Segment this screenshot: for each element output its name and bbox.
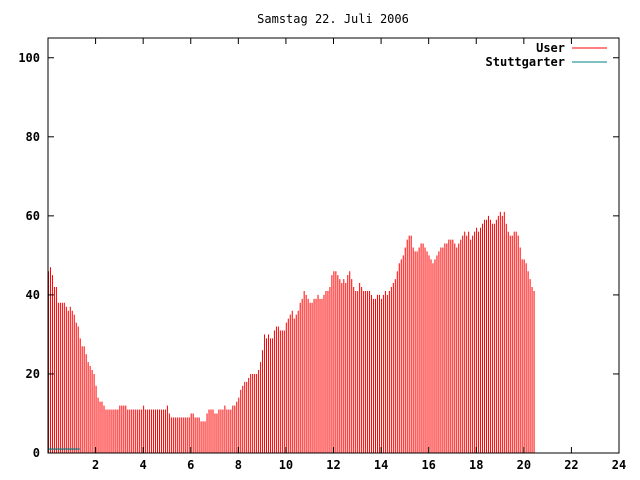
y-tick-label: 80 xyxy=(26,130,40,144)
x-tick-label: 20 xyxy=(517,458,531,472)
legend-label-user: User xyxy=(536,41,565,55)
x-tick-label: 16 xyxy=(421,458,435,472)
y-tick-label: 60 xyxy=(26,209,40,223)
x-tick-label: 18 xyxy=(469,458,483,472)
series-user xyxy=(48,211,535,453)
x-tick-label: 4 xyxy=(140,458,147,472)
y-tick-label: 40 xyxy=(26,288,40,302)
x-tick-label: 22 xyxy=(564,458,578,472)
y-tick-label: 100 xyxy=(18,51,40,65)
y-tick-label: 20 xyxy=(26,367,40,381)
chart-title: Samstag 22. Juli 2006 xyxy=(257,12,409,26)
x-tick-label: 2 xyxy=(92,458,99,472)
x-tick-label: 6 xyxy=(187,458,194,472)
legend-label-stuttgarter: Stuttgarter xyxy=(486,55,565,69)
x-tick-label: 14 xyxy=(374,458,388,472)
x-tick-label: 12 xyxy=(326,458,340,472)
bars xyxy=(47,211,535,453)
legend: User Stuttgarter xyxy=(486,41,607,69)
x-tick-label: 10 xyxy=(279,458,293,472)
y-tick-label: 0 xyxy=(33,446,40,460)
x-tick-label: 24 xyxy=(612,458,626,472)
x-tick-label: 8 xyxy=(235,458,242,472)
